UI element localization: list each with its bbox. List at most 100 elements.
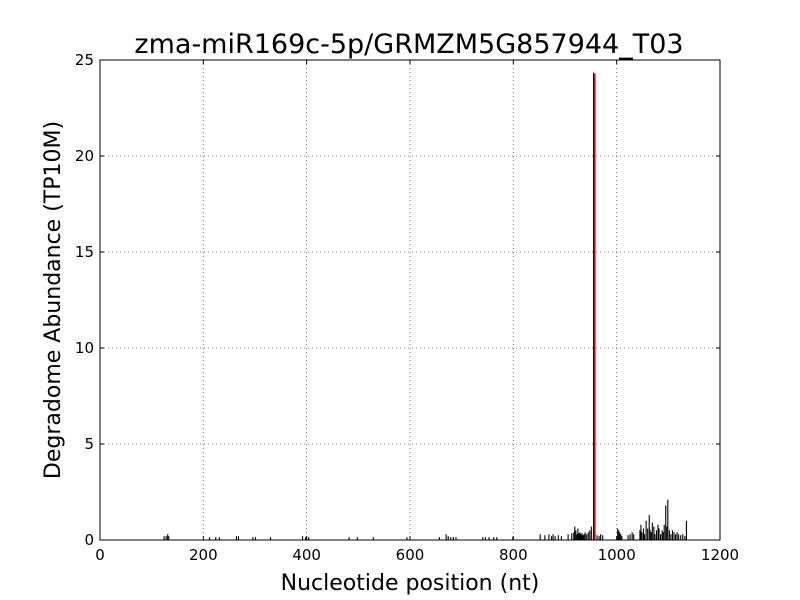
y-tick-labels: 0 5 10 15 20 25 [75,51,94,549]
data-bar [578,533,580,540]
data-bar [667,499,669,540]
data-bar [235,536,237,540]
data-bar [554,536,556,540]
data-bar [660,534,662,540]
data-bar [663,524,665,540]
y-axis-title: Degradome Abundance (TP10M) [41,121,66,479]
data-bar [237,536,240,540]
data-bar [482,537,484,540]
data-bar [548,534,550,540]
y-tick-label: 15 [75,243,94,261]
data-bar [587,532,589,540]
data-bar [584,532,586,540]
data-bar [598,536,600,540]
x-tick-label: 800 [499,546,528,564]
data-bar [675,534,677,540]
y-tick-label: 0 [84,531,94,549]
data-bar [661,530,663,540]
data-bar [633,534,635,540]
data-bar [596,535,598,540]
data-bar [372,537,374,540]
data-bar [678,534,680,540]
data-bar [406,537,408,540]
data-bar [305,537,307,540]
data-bar [600,534,602,540]
x-tick-label: 400 [292,546,321,564]
data-bar [666,526,668,540]
data-bar [218,537,220,540]
data-bar [586,534,588,540]
data-bar [567,534,569,540]
data-bar [579,532,581,540]
data-bar [356,537,358,540]
data-bar [665,505,667,540]
data-bar [602,535,604,540]
highlight-bar [593,73,596,540]
data-bar [573,532,575,540]
data-bar [621,536,623,540]
data-bar [168,536,170,540]
data-bar [576,534,578,540]
data-bar [254,537,257,540]
data-bar [650,532,652,540]
data-bar [252,537,254,540]
data-bar [671,530,674,540]
highlight-bars [593,72,596,540]
data-bar [167,534,169,540]
data-bar [682,534,684,540]
data-bar [571,533,573,540]
x-tick-label: 200 [189,546,218,564]
data-bar [662,532,664,540]
x-tick-label: 1000 [598,546,636,564]
data-bar [583,534,585,540]
data-bar [680,535,682,540]
data-bar [488,537,490,540]
grid-lines [100,60,720,540]
data-bar [577,528,579,540]
y-tick-label: 20 [75,147,94,165]
data-bar [215,537,217,540]
data-bar [618,530,620,540]
data-bar [452,537,454,540]
data-bar [551,536,553,540]
data-bar [644,534,646,540]
data-bar [589,530,591,540]
data-bar [560,536,562,540]
y-tick-label: 10 [75,339,94,357]
x-axis-title: Nucleotide position (nt) [281,571,540,596]
data-bar [649,530,651,540]
data-bar [348,537,350,540]
data-bar [208,537,211,540]
data-bar [580,534,582,540]
data-bar [627,535,629,540]
data-bar [685,520,687,540]
data-bar [640,524,642,540]
x-tick-label: 0 [95,546,105,564]
data-bar [670,534,672,540]
data-bar [654,534,656,540]
data-bar [484,537,486,540]
data-bar [582,535,584,540]
data-bar [269,537,272,540]
data-bar [512,537,514,540]
data-bar [617,528,619,540]
data-bar [676,532,678,540]
data-bar [539,534,541,540]
x-tick-label: 600 [396,546,425,564]
data-bar [301,536,304,540]
data-bar [629,534,631,540]
data-bar [657,524,659,540]
data-bar [651,522,653,540]
data-bar [668,530,670,540]
data-bar [648,515,650,540]
data-bar [655,530,657,540]
data-bar [642,528,645,540]
data-bar [639,530,641,540]
chart-title: zma-miR169c-5p/GRMZM5G857944_T03 [134,29,683,60]
data-bar [450,537,452,540]
data-bar [658,528,660,540]
data-bar [620,534,622,540]
data-bar [645,520,647,540]
y-tick-label: 25 [75,51,94,69]
